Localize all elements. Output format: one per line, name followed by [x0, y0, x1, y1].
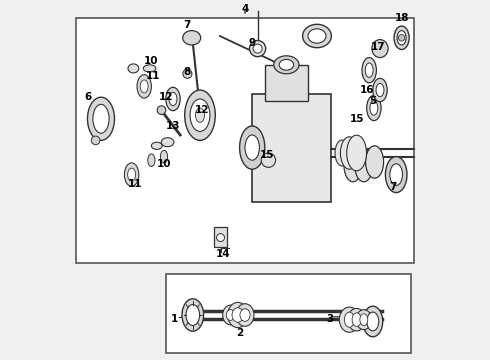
Ellipse shape [394, 26, 409, 50]
Ellipse shape [148, 154, 155, 166]
Ellipse shape [190, 99, 210, 131]
Text: 1: 1 [171, 314, 178, 324]
Text: 14: 14 [216, 249, 231, 259]
Text: 4: 4 [241, 4, 249, 14]
Bar [76, 18, 414, 263]
Ellipse shape [91, 136, 100, 145]
Text: 11: 11 [128, 179, 143, 189]
Ellipse shape [261, 153, 275, 167]
Text: 10: 10 [157, 159, 171, 169]
Ellipse shape [274, 56, 299, 74]
Ellipse shape [398, 35, 405, 41]
Ellipse shape [339, 307, 360, 332]
Ellipse shape [344, 312, 354, 327]
Ellipse shape [137, 75, 151, 98]
Ellipse shape [363, 306, 383, 337]
Ellipse shape [127, 168, 136, 181]
Ellipse shape [183, 31, 201, 45]
Bar [166, 274, 411, 353]
Ellipse shape [372, 40, 388, 58]
Ellipse shape [182, 299, 204, 331]
Ellipse shape [186, 305, 199, 325]
Ellipse shape [347, 135, 367, 171]
Text: 7: 7 [389, 182, 396, 192]
Text: 3: 3 [326, 314, 333, 324]
Ellipse shape [140, 80, 148, 93]
Ellipse shape [226, 310, 235, 320]
Text: 13: 13 [166, 121, 180, 131]
Ellipse shape [376, 84, 384, 97]
Ellipse shape [124, 163, 139, 186]
Ellipse shape [183, 69, 192, 78]
Text: 10: 10 [144, 56, 159, 66]
Ellipse shape [236, 304, 254, 326]
Ellipse shape [88, 97, 115, 140]
Text: 7: 7 [184, 20, 191, 30]
Bar [215, 227, 227, 247]
Ellipse shape [161, 138, 174, 147]
Ellipse shape [249, 41, 266, 57]
Ellipse shape [240, 309, 250, 321]
Ellipse shape [169, 93, 177, 106]
Ellipse shape [166, 87, 180, 111]
Ellipse shape [356, 310, 372, 330]
Ellipse shape [157, 106, 166, 114]
Text: 12: 12 [195, 105, 209, 115]
Ellipse shape [367, 95, 381, 121]
Text: 17: 17 [371, 42, 386, 52]
Ellipse shape [308, 29, 326, 43]
Text: 16: 16 [360, 85, 375, 95]
Ellipse shape [366, 146, 384, 178]
Ellipse shape [344, 149, 362, 182]
Ellipse shape [160, 150, 168, 163]
Ellipse shape [365, 63, 373, 77]
Text: 15: 15 [349, 114, 364, 124]
Text: 9: 9 [248, 38, 256, 48]
Ellipse shape [341, 137, 358, 169]
Ellipse shape [143, 65, 156, 72]
Ellipse shape [355, 149, 373, 182]
Ellipse shape [279, 59, 294, 70]
Ellipse shape [245, 135, 259, 160]
Ellipse shape [253, 44, 262, 53]
Ellipse shape [128, 64, 139, 73]
Ellipse shape [228, 302, 248, 328]
Ellipse shape [232, 308, 244, 322]
Text: 18: 18 [394, 13, 409, 23]
Ellipse shape [196, 108, 204, 122]
Ellipse shape [151, 142, 162, 149]
Ellipse shape [360, 314, 368, 325]
Text: 2: 2 [236, 328, 243, 338]
Ellipse shape [362, 58, 376, 83]
Ellipse shape [217, 234, 224, 242]
Ellipse shape [352, 313, 361, 327]
Bar [252, 94, 331, 202]
Text: 8: 8 [184, 67, 191, 77]
Text: 15: 15 [259, 150, 274, 160]
Ellipse shape [397, 31, 406, 45]
Ellipse shape [370, 101, 378, 115]
Text: 11: 11 [146, 71, 160, 81]
Text: 12: 12 [159, 92, 173, 102]
Ellipse shape [303, 24, 331, 48]
Text: 6: 6 [85, 92, 92, 102]
Ellipse shape [367, 312, 379, 331]
Ellipse shape [373, 78, 387, 102]
Ellipse shape [93, 104, 109, 133]
Ellipse shape [240, 126, 265, 169]
Ellipse shape [222, 305, 239, 325]
Ellipse shape [185, 90, 215, 140]
Ellipse shape [390, 164, 402, 185]
Text: 5: 5 [369, 96, 376, 106]
Ellipse shape [335, 140, 349, 166]
Ellipse shape [347, 309, 366, 331]
Bar [265, 65, 308, 101]
Ellipse shape [386, 157, 407, 193]
